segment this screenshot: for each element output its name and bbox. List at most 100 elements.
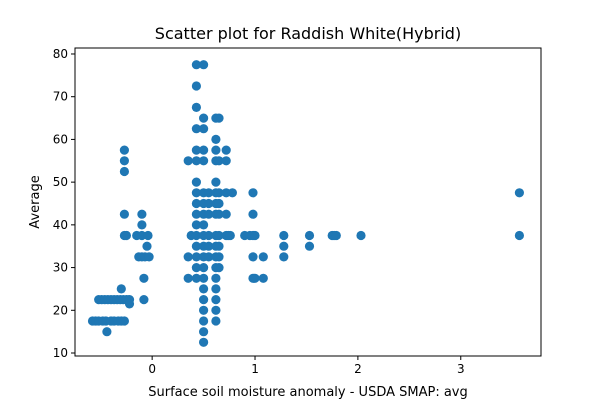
data-point — [279, 241, 289, 251]
data-point — [279, 230, 289, 241]
x-tick-label: 2 — [354, 362, 362, 376]
data-point — [304, 230, 315, 241]
data-point — [191, 273, 201, 283]
data-point — [214, 252, 224, 262]
data-point — [211, 295, 221, 305]
data-point — [139, 295, 149, 305]
data-point — [191, 230, 201, 241]
data-point — [191, 145, 201, 155]
data-point — [191, 209, 201, 219]
data-point — [199, 263, 209, 273]
data-point — [214, 188, 224, 198]
x-tick-label: 0 — [148, 362, 156, 376]
data-point — [204, 188, 214, 198]
data-point — [211, 273, 221, 283]
data-point — [183, 273, 193, 283]
data-point — [199, 284, 209, 294]
data-point — [211, 177, 221, 187]
data-point — [199, 220, 209, 230]
data-point — [227, 188, 237, 198]
y-tick-label: 20 — [53, 303, 68, 317]
data-point — [221, 145, 231, 155]
data-point — [221, 156, 231, 166]
y-tick-label: 80 — [53, 47, 68, 61]
data-point — [124, 299, 135, 309]
data-point — [199, 156, 209, 166]
data-point — [191, 241, 201, 251]
data-point — [137, 209, 147, 219]
data-point — [248, 209, 258, 219]
data-point — [199, 305, 209, 315]
data-point — [199, 113, 209, 123]
data-points — [87, 60, 525, 347]
x-axis-ticks: 0 1 2 3 — [148, 356, 465, 376]
y-tick-label: 10 — [53, 346, 68, 360]
data-point — [183, 252, 193, 262]
y-tick-label: 30 — [53, 261, 68, 275]
data-point — [143, 230, 153, 241]
data-point — [221, 209, 231, 219]
data-point — [139, 273, 149, 283]
data-point — [204, 198, 214, 209]
data-point — [214, 209, 224, 219]
x-tick-label: 1 — [251, 362, 259, 376]
data-point — [119, 316, 129, 326]
data-point — [214, 198, 224, 209]
data-point — [142, 241, 152, 251]
data-point — [214, 263, 224, 273]
data-point — [331, 230, 341, 241]
data-point — [121, 230, 131, 241]
data-point — [356, 230, 366, 241]
data-point — [211, 305, 221, 315]
data-point — [191, 60, 201, 70]
data-point — [191, 124, 201, 134]
data-point — [191, 198, 201, 209]
data-point — [119, 166, 129, 177]
data-point — [199, 337, 209, 347]
data-point — [191, 156, 201, 166]
data-point — [199, 124, 209, 134]
data-point — [116, 284, 126, 294]
data-point — [250, 273, 260, 283]
data-point — [191, 81, 201, 91]
x-tick-label: 3 — [457, 362, 465, 376]
y-tick-label: 50 — [53, 175, 68, 189]
data-point — [199, 295, 209, 305]
data-point — [191, 188, 201, 198]
data-point — [204, 209, 214, 219]
data-point — [199, 327, 209, 337]
data-point — [514, 230, 525, 241]
x-axis-label: Surface soil moisture anomaly - USDA SMA… — [148, 385, 468, 400]
chart-title: Scatter plot for Raddish White(Hybrid) — [155, 24, 461, 43]
y-axis-ticks: 10 20 30 40 50 60 70 80 — [53, 47, 75, 360]
data-point — [514, 188, 525, 198]
data-point — [204, 241, 214, 251]
data-point — [199, 316, 209, 326]
data-point — [304, 241, 315, 251]
data-point — [248, 252, 258, 262]
data-point — [183, 156, 193, 166]
data-point — [211, 134, 221, 144]
data-point — [211, 316, 221, 326]
y-tick-label: 60 — [53, 132, 68, 146]
data-point — [211, 284, 221, 294]
data-point — [258, 273, 268, 283]
data-point — [204, 252, 214, 262]
data-point — [214, 241, 224, 251]
data-point — [225, 230, 235, 241]
plot-frame — [74, 47, 542, 357]
data-point — [191, 220, 201, 230]
data-point — [119, 145, 129, 155]
data-point — [119, 156, 129, 166]
data-point — [279, 252, 289, 262]
data-point — [199, 273, 209, 283]
data-point — [214, 113, 224, 123]
y-tick-label: 40 — [53, 218, 68, 232]
y-tick-label: 70 — [53, 90, 68, 104]
data-point — [191, 177, 201, 187]
data-point — [137, 220, 147, 230]
data-point — [214, 156, 224, 166]
data-point — [204, 230, 214, 241]
